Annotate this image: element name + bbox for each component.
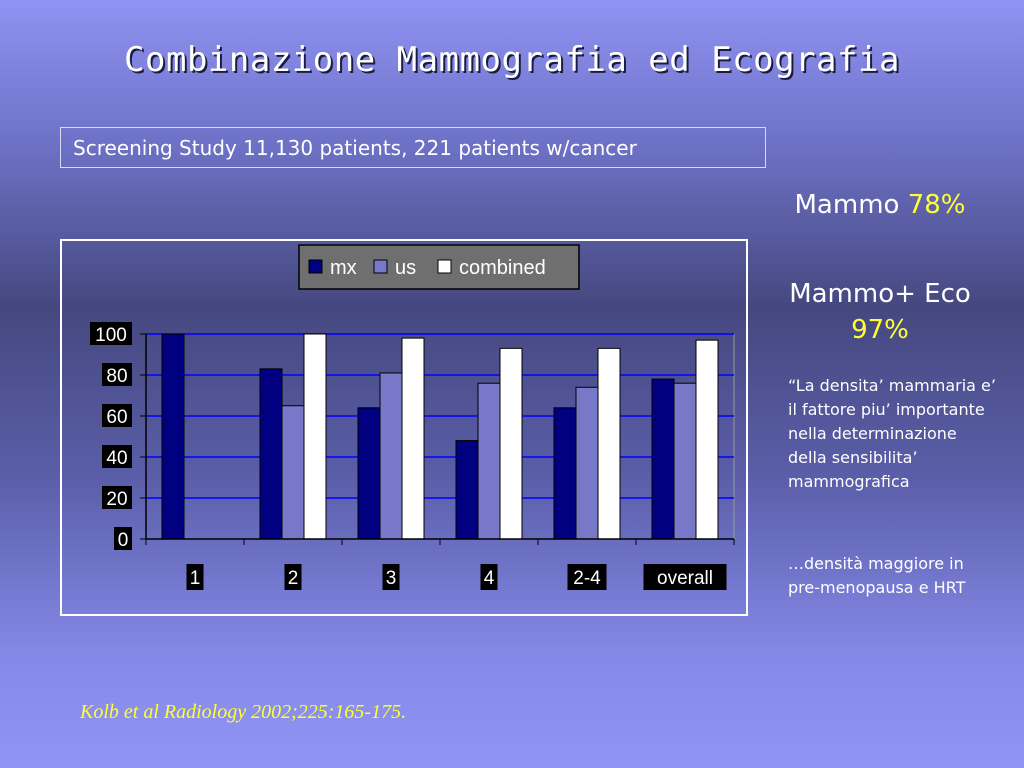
bar-combined-4: [499, 347, 523, 540]
bar-mx-1: [161, 333, 185, 540]
bar-mx-2: [259, 368, 283, 540]
x-tick-label: 2: [288, 568, 299, 589]
mammo-label: Mammo: [794, 190, 900, 220]
bar-mx-3: [357, 407, 381, 540]
x-tick-label: 3: [386, 568, 397, 589]
legend-swatch-mx: [308, 259, 323, 274]
legend-swatch-combined: [437, 259, 452, 274]
y-tick-label-bg: [114, 527, 132, 550]
y-tick-label-bg: [102, 445, 132, 468]
legend-label-us: us: [395, 257, 416, 279]
legend-swatch-us: [373, 259, 388, 274]
y-tick-label-bg: [102, 363, 132, 386]
slide-title: Combinazione Mammografia ed Ecografia: [124, 40, 900, 80]
mammo-value: 78%: [907, 190, 966, 220]
quote-text-2: …densità maggiore in pre-menopausa e HRT: [788, 554, 966, 597]
legend: mx us combined: [298, 244, 580, 290]
y-tick-label: 40: [106, 448, 127, 469]
bar-us-3: [379, 372, 403, 540]
legend-label-combined: combined: [459, 257, 546, 279]
x-tick-label-bg: [382, 564, 400, 590]
bars: [161, 333, 719, 540]
citation: Kolb et al Radiology 2002;225:165-175.: [80, 701, 407, 723]
chart-svg: mx us combined 0 20 40 60 80 100 1 2 3 4 2-4 overa…: [90, 244, 735, 590]
quote-text: “La densita’ mammaria e’ il fattore piu’…: [788, 376, 996, 491]
x-tick-label: overall: [657, 568, 713, 589]
bar-chart: mx us combined 0 20 40 60 80 100 1 2 3 4 2-4 overa…: [60, 239, 748, 616]
bar-combined-2-4: [597, 347, 621, 540]
x-tick-label: 4: [484, 568, 495, 589]
mammo-eco-label: Mammo+ Eco: [789, 279, 971, 309]
x-tick-label: 2-4: [573, 568, 601, 589]
x-tick-label: 1: [190, 568, 201, 589]
bar-us-2-4: [575, 386, 599, 540]
x-axis: 1 2 3 4 2-4 overall: [145, 538, 735, 590]
bar-mx-4: [455, 440, 479, 540]
bar-us-4: [477, 382, 501, 540]
subtitle-box: Screening Study 11,130 patients, 221 pat…: [60, 127, 766, 168]
x-tick-label-bg: [567, 564, 607, 590]
x-tick-label-bg: [186, 564, 204, 590]
mammo-eco-stat: Mammo+ Eco 97%: [770, 276, 990, 348]
y-tick-label-bg: [90, 322, 132, 345]
bar-combined-overall: [695, 339, 719, 540]
bar-combined-2: [303, 333, 327, 540]
mammo-stat: Mammo 78%: [770, 190, 990, 220]
bar-us-overall: [673, 382, 697, 540]
x-tick-label-bg: [480, 564, 498, 590]
x-tick-label-bg: [284, 564, 302, 590]
bar-us-2: [281, 405, 305, 540]
bar-combined-3: [401, 337, 425, 540]
gridlines: [145, 333, 735, 540]
y-tick-label: 80: [106, 366, 127, 387]
y-tick-label-bg: [102, 486, 132, 509]
y-tick-label: 20: [106, 489, 127, 510]
y-tick-label: 100: [95, 325, 127, 346]
y-tick-label: 60: [106, 407, 127, 428]
y-axis: 0 20 40 60 80 100: [90, 322, 147, 551]
legend-label-mx: mx: [330, 257, 357, 279]
y-tick-label-bg: [102, 404, 132, 427]
subtitle-text: Screening Study 11,130 patients, 221 pat…: [73, 135, 637, 160]
bar-mx-overall: [651, 378, 675, 540]
mammo-eco-value: 97%: [851, 315, 909, 345]
y-tick-label: 0: [118, 530, 129, 551]
plot-area: [145, 333, 735, 540]
bar-mx-2-4: [553, 407, 577, 540]
x-tick-label-bg: [643, 564, 727, 590]
